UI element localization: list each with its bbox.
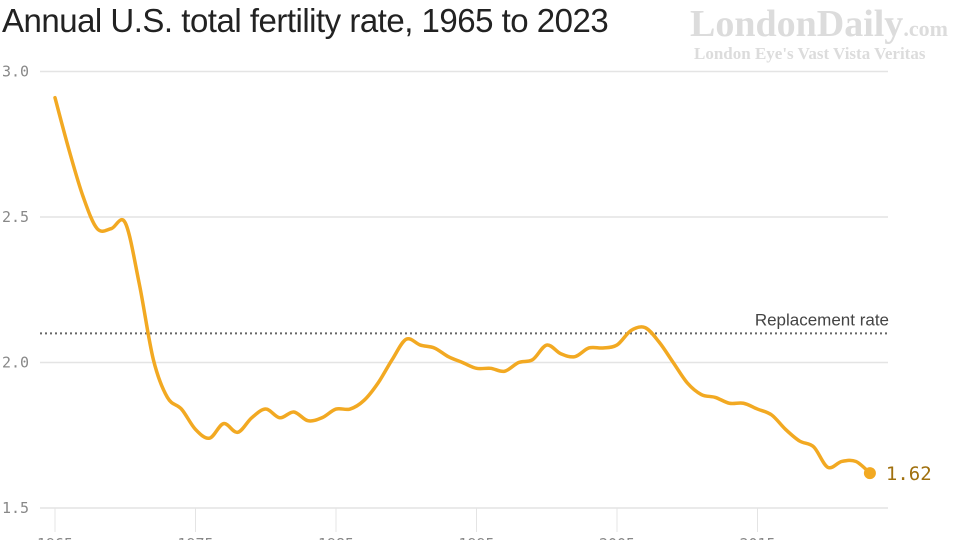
x-tick-label: 1965 xyxy=(37,535,73,540)
x-tick-label: 2005 xyxy=(599,535,635,540)
end-value-label: 1.62 xyxy=(886,463,932,485)
chart-title: Annual U.S. total fertility rate, 1965 t… xyxy=(2,2,609,39)
y-tick-label: 3.0 xyxy=(2,63,29,81)
x-tick-label: 1985 xyxy=(318,535,354,540)
y-tick-label: 2.5 xyxy=(2,208,29,226)
y-tick-label: 2.0 xyxy=(2,354,29,372)
end-point-marker xyxy=(863,467,876,480)
watermark-logo: LondonDaily.com London Eye's Vast Vista … xyxy=(690,3,948,63)
replacement-rate-label: Replacement rate xyxy=(755,310,889,329)
fertility-rate-line xyxy=(53,95,872,475)
x-tick-label: 1995 xyxy=(458,535,494,540)
x-tick-label: 1975 xyxy=(177,535,213,540)
y-tick-label: 1.5 xyxy=(2,499,29,517)
x-tick-label: 2015 xyxy=(739,535,775,540)
